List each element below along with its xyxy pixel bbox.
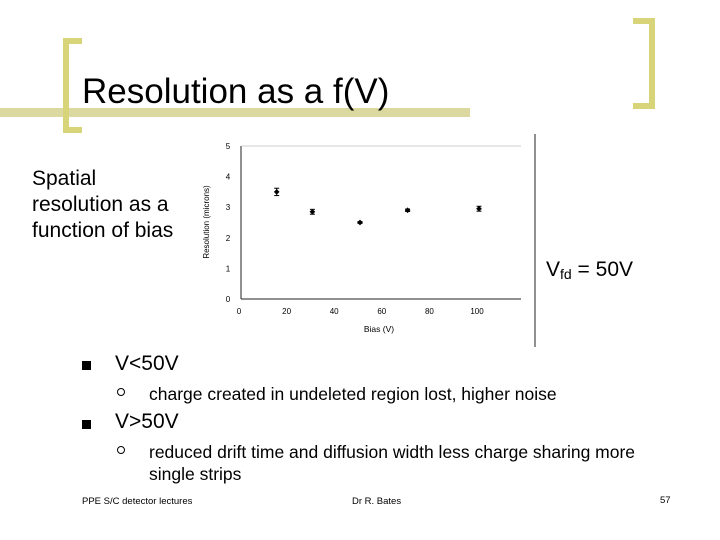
x-tick-label-5: 100 xyxy=(470,307,484,316)
data-point-4 xyxy=(476,205,482,212)
y-tick-label-5: 5 xyxy=(226,142,231,151)
y-tick-label-0: 0 xyxy=(226,295,231,304)
x-tick-label-3: 60 xyxy=(377,307,386,316)
x-tick-label-4: 80 xyxy=(425,307,434,316)
bullet-1: V<50V xyxy=(115,352,179,375)
data-point-2 xyxy=(357,219,363,226)
vfd-subscript: fd xyxy=(560,266,572,282)
data-points xyxy=(273,187,482,226)
resolution-chart: 0 1 2 3 4 5 0 20 40 60 80 100 Bias (V) Resolution … xyxy=(202,134,536,347)
y-tick-label-1: 1 xyxy=(226,264,231,273)
y-tick-labels: 0 1 2 3 4 5 xyxy=(226,142,231,304)
left-bracket xyxy=(63,38,82,133)
vfd-label: V xyxy=(546,258,561,281)
y-tick-label-2: 2 xyxy=(226,234,231,243)
sub-bullet-marker-2 xyxy=(117,446,125,454)
x-axis-label: Bias (V) xyxy=(364,324,394,334)
chart-caption: Spatial resolution as a function of bias xyxy=(32,167,174,242)
bullet-marker-2 xyxy=(82,420,91,429)
x-tick-label-0: 0 xyxy=(237,307,242,316)
footer-left: PPE S/C detector lectures xyxy=(82,496,193,507)
bullet-marker-1 xyxy=(82,361,91,370)
y-axis-label: Resolution (microns) xyxy=(202,185,211,259)
footer-author: Dr R. Bates xyxy=(352,496,402,507)
y-tick-label-3: 3 xyxy=(226,203,231,212)
sub-bullet-1: charge created in undeleted region lost,… xyxy=(149,384,557,404)
title-bar xyxy=(0,108,470,117)
page-number: 57 xyxy=(660,495,671,506)
x-tick-label-1: 20 xyxy=(282,307,291,316)
right-bracket xyxy=(633,18,655,109)
data-point-1 xyxy=(309,208,316,215)
y-tick-label-4: 4 xyxy=(226,173,231,182)
sub-bullet-2: reduced drift time and diffusion width l… xyxy=(149,442,636,484)
x-tick-labels: 0 20 40 60 80 100 xyxy=(237,307,484,316)
sub-bullet-marker-1 xyxy=(117,388,125,396)
page-title: Resolution as a f(V) xyxy=(82,72,390,111)
bullet-2: V>50V xyxy=(115,410,179,433)
data-point-0 xyxy=(273,189,280,195)
vfd-annotation: Vfd = 50V xyxy=(546,256,633,288)
x-tick-label-2: 40 xyxy=(330,307,339,316)
data-point-3 xyxy=(404,207,411,214)
vfd-value: = 50V xyxy=(571,258,634,281)
